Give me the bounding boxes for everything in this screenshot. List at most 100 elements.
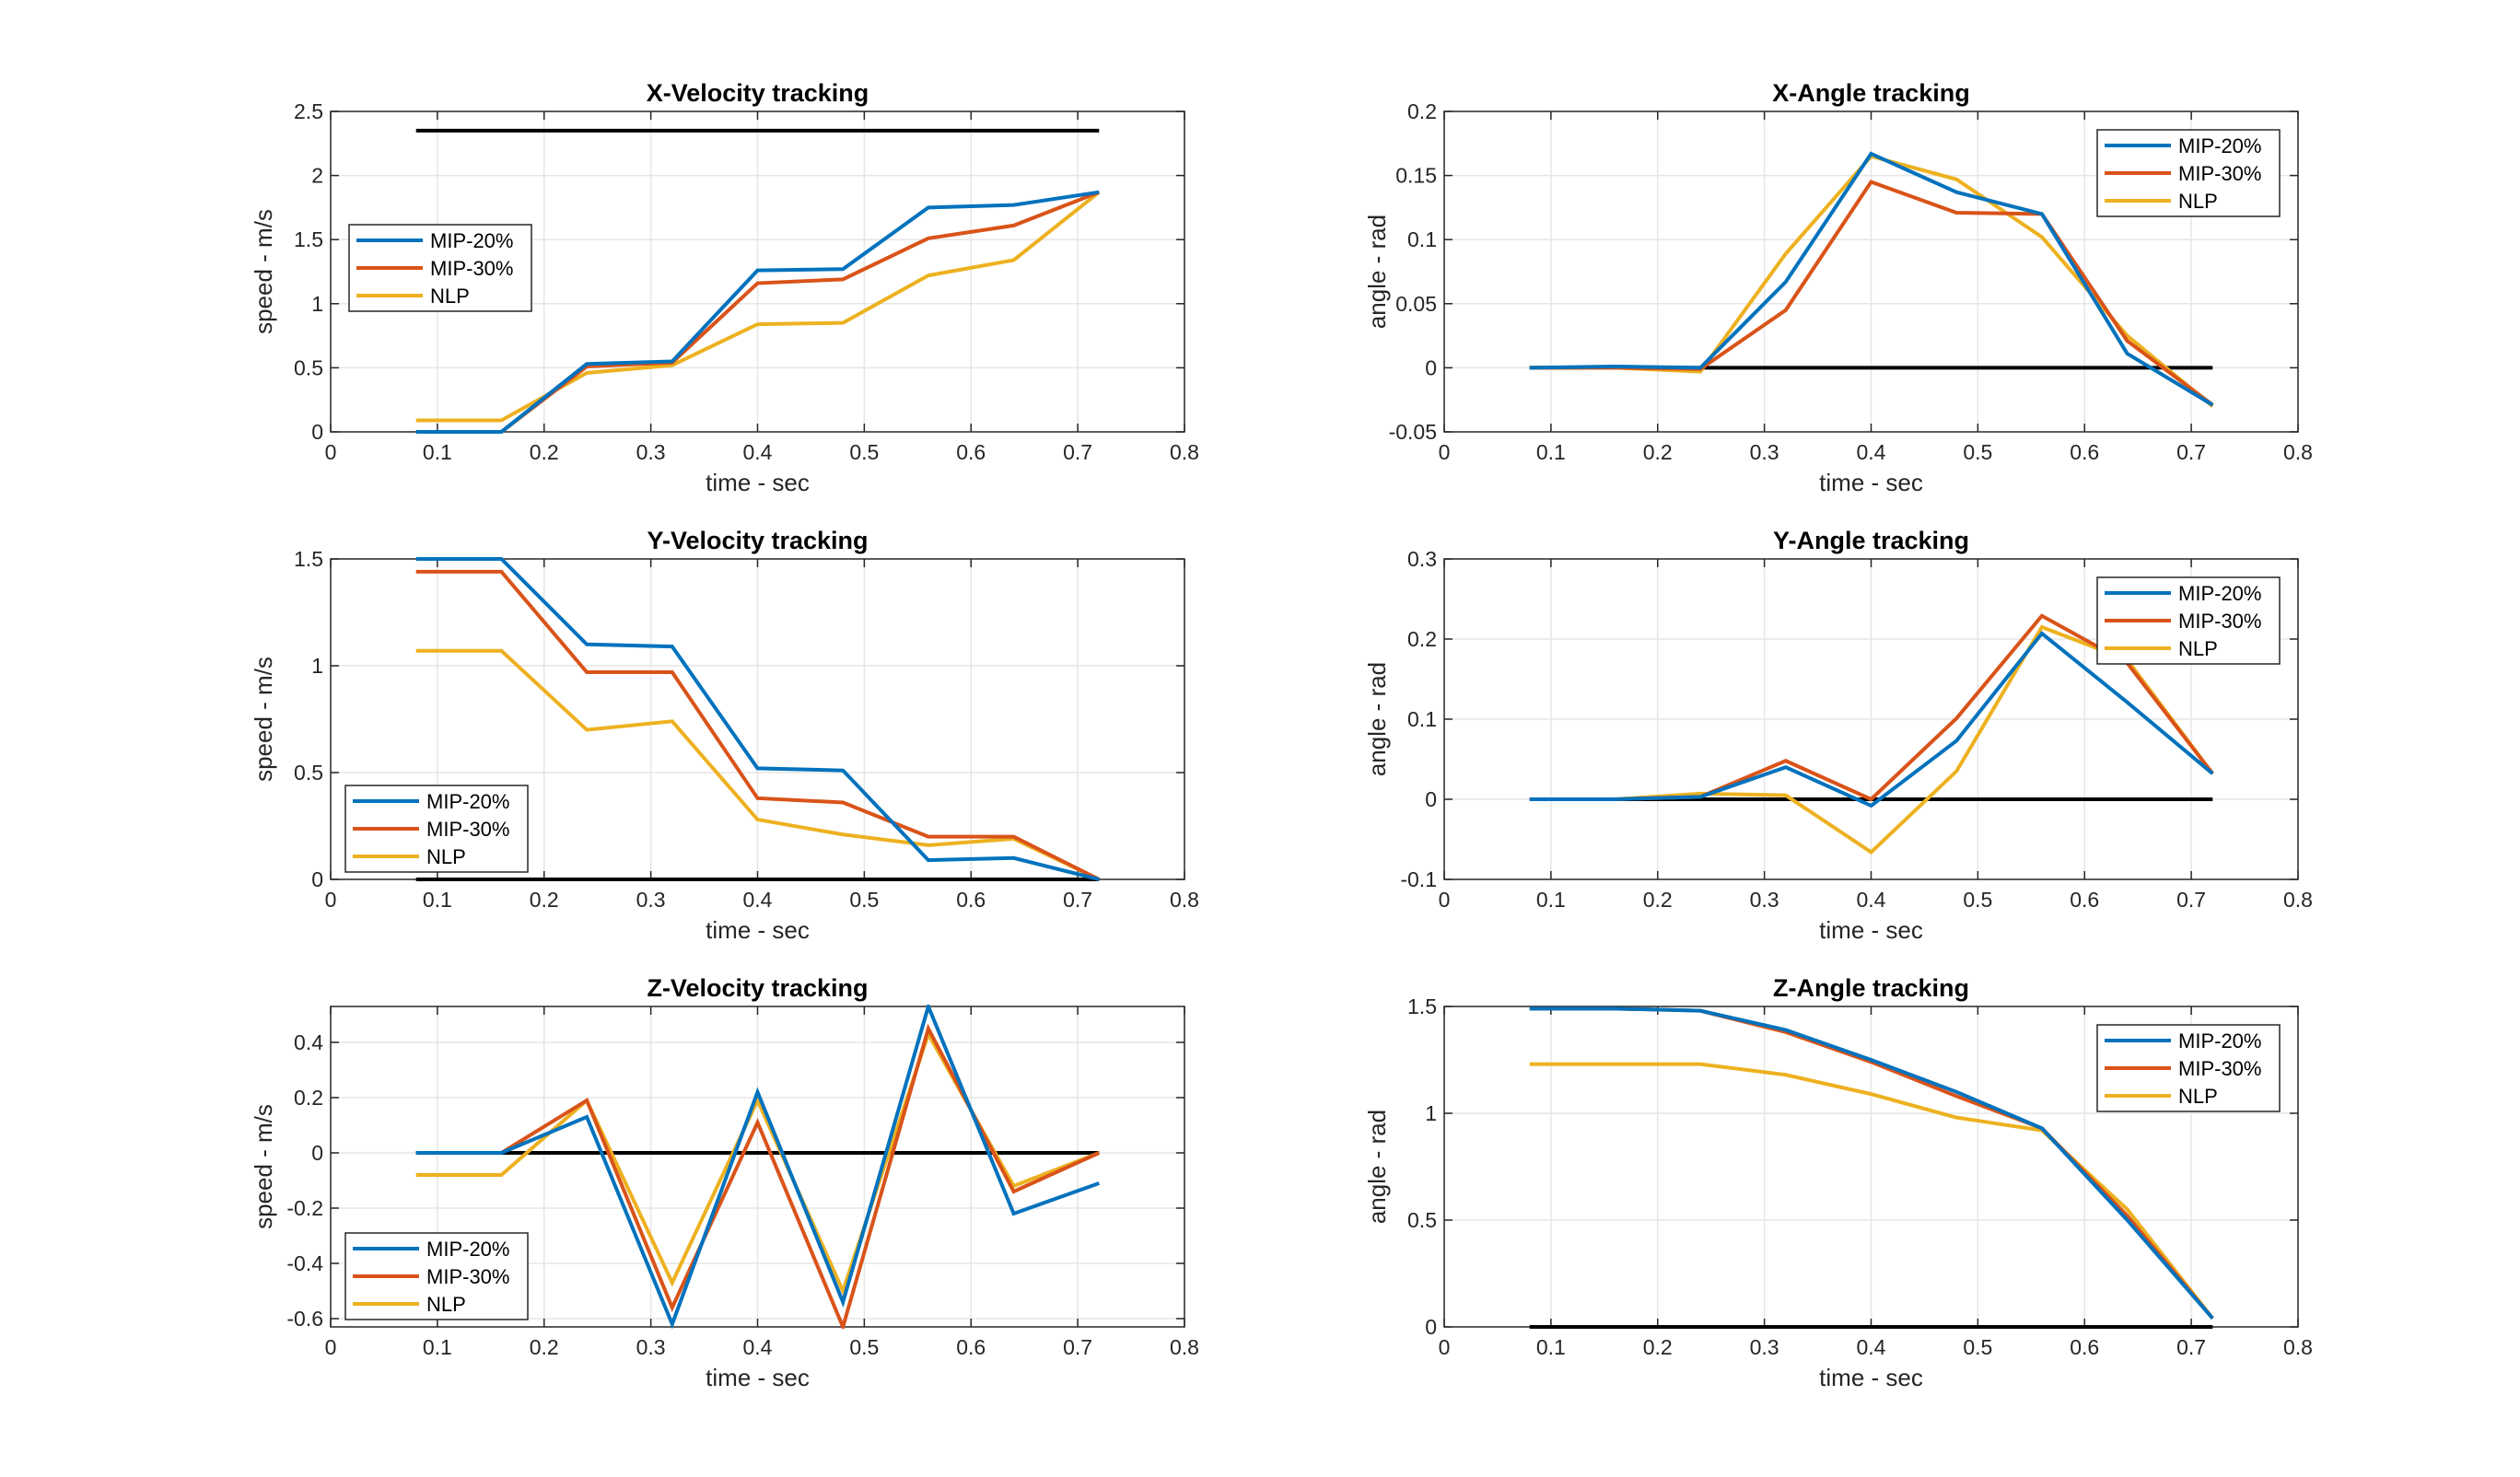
chart-0-x-tick-label: 0.3 (636, 440, 666, 464)
chart-2-legend-label-nlp: NLP (426, 845, 466, 868)
chart-3-legend-label-nlp: NLP (2178, 637, 2218, 660)
chart-0-xlabel: time - sec (706, 469, 810, 496)
chart-5-legend: MIP-20% MIP-30% NLP (2096, 1024, 2281, 1112)
chart-3-x-tick-label: 0.4 (1857, 888, 1886, 912)
chart-2-ylabel: speed - m/s (250, 657, 277, 782)
chart-2-x-tick-label: 0.7 (1063, 888, 1092, 912)
chart-3-legend-label-mip-30: MIP-30% (2178, 610, 2261, 633)
chart-1-x-tick-label: 0.2 (1643, 440, 1673, 464)
chart-1-ylabel: angle - rad (1363, 215, 1391, 329)
chart-5-xlabel: time - sec (1819, 1364, 1923, 1391)
chart-0-x-tick-label: 0.8 (1170, 440, 1199, 464)
chart-4-x-tick-label: 0.4 (743, 1335, 773, 1359)
chart-3-x-tick-label: 0.3 (1750, 888, 1779, 912)
chart-4-series-mip-30 (415, 1023, 1101, 1329)
chart-4-y-tick-label: -0.2 (286, 1196, 323, 1220)
chart-5-x-tick-label: 0.2 (1643, 1335, 1673, 1359)
chart-1-y-tick-label: 0 (1425, 355, 1437, 379)
chart-1-x-tick-label: 0.5 (1963, 440, 1992, 464)
chart-4-legend: MIP-20% MIP-30% NLP (344, 1232, 529, 1320)
chart-2-x-tick-label: 0.4 (743, 888, 773, 912)
chart-5-ylabel: angle - rad (1363, 1110, 1391, 1224)
chart-1-x-tick-label: 0.6 (2070, 440, 2099, 464)
chart-5-x-tick-label: 0.6 (2070, 1335, 2099, 1359)
chart-2-legend-label-mip-30: MIP-30% (426, 818, 509, 841)
chart-2-data (415, 557, 1101, 881)
chart-5-legend-label-nlp: NLP (2178, 1085, 2218, 1108)
chart-0-x-tick-label: 0.5 (849, 440, 879, 464)
chart-3-x-tick-label: 0 (1439, 888, 1451, 912)
chart-1-x-tick-label: 0 (1439, 440, 1451, 464)
chart-4-legend-label-mip-30: MIP-30% (426, 1265, 509, 1288)
chart-3-y-tick-label: 0.1 (1407, 707, 1437, 731)
chart-0-y-tick-label: 1.5 (294, 227, 323, 251)
chart-5-x-tick-label: 0.1 (1536, 1335, 1566, 1359)
chart-5-series-mip-20 (1529, 1006, 2214, 1320)
chart-4-x-tick-label: 0.2 (530, 1335, 559, 1359)
chart-0-x-tick-label: 0.4 (743, 440, 773, 464)
chart-3-x-tick-label: 0.7 (2176, 888, 2206, 912)
chart-4-ylabel: speed - m/s (250, 1104, 277, 1229)
chart-4-series-mip-20 (415, 1005, 1100, 1329)
chart-5-x-tick-label: 0 (1439, 1335, 1451, 1359)
chart-0-x-tick-label: 0.2 (530, 440, 559, 464)
chart-1-data (1529, 151, 2214, 408)
chart-0-legend-label-mip-20: MIP-20% (430, 229, 513, 252)
chart-2-x-tick-label: 0.1 (423, 888, 452, 912)
chart-5-title: Z-Angle tracking (1773, 974, 1969, 1002)
chart-4-x-tick-label: 0.3 (636, 1335, 666, 1359)
chart-2-x-tick-label: 0.6 (956, 888, 986, 912)
chart-5-series-nlp (1529, 1062, 2214, 1320)
chart-5-x-tick-label: 0.5 (1963, 1335, 1992, 1359)
chart-1-title: X-Angle tracking (1772, 79, 1970, 107)
chart-0-legend-label-mip-30: MIP-30% (430, 257, 513, 280)
chart-3-x-tick-label: 0.8 (2283, 888, 2313, 912)
chart-4-x-tick-label: 0.5 (849, 1335, 879, 1359)
chart-1-x-tick-label: 0.1 (1536, 440, 1566, 464)
chart-4-title: Z-Velocity tracking (647, 974, 868, 1002)
chart-0-legend: MIP-20% MIP-30% NLP (348, 224, 532, 312)
chart-4-x-tick-label: 0.6 (956, 1335, 986, 1359)
chart-1-xlabel: time - sec (1819, 469, 1923, 496)
chart-1-x-tick-label: 0.7 (2176, 440, 2206, 464)
chart-2-y-tick-label: 1 (311, 654, 323, 678)
chart-2-series-mip-20 (415, 557, 1100, 881)
chart-0-y-tick-label: 2.5 (294, 99, 323, 123)
chart-5-y-tick-label: 1.5 (1407, 994, 1437, 1018)
chart-1-y-tick-label: 0.1 (1407, 227, 1437, 251)
chart-2-legend: MIP-20% MIP-30% NLP (344, 785, 529, 873)
chart-2-y-tick-label: 0 (311, 867, 323, 891)
chart-5-y-tick-label: 1 (1425, 1101, 1437, 1125)
chart-0-y-tick-label: 0 (311, 420, 323, 444)
chart-2: 0 0.1 0.2 0.3 0.4 0.5 0.6 0.7 0.8 0 0.5 1 1.5 Y-Veloc… (250, 527, 1199, 944)
chart-4-y-tick-label: 0.4 (294, 1030, 323, 1054)
chart-1-x-tick-label: 0.3 (1750, 440, 1779, 464)
chart-1-x-tick-label: 0.4 (1857, 440, 1886, 464)
chart-0-title: X-Velocity tracking (647, 79, 869, 107)
chart-1-y-tick-label: 0.05 (1395, 292, 1437, 316)
chart-1-legend: MIP-20% MIP-30% NLP (2096, 129, 2281, 217)
chart-3-legend: MIP-20% MIP-30% NLP (2096, 576, 2281, 665)
chart-5: 0 0.1 0.2 0.3 0.4 0.5 0.6 0.7 0.8 0 0.5 1 1.5 Z-Angle… (1363, 974, 2313, 1391)
chart-4-xlabel: time - sec (706, 1364, 810, 1391)
chart-1-series-mip-20 (1529, 151, 2214, 407)
chart-2-x-tick-label: 0.5 (849, 888, 879, 912)
chart-4-y-tick-label: -0.4 (286, 1251, 323, 1275)
chart-1-legend-label-mip-20: MIP-20% (2178, 134, 2261, 157)
chart-2-x-tick-label: 0.8 (1170, 888, 1199, 912)
chart-4-data (415, 1005, 1101, 1329)
chart-2-x-tick-label: 0.3 (636, 888, 666, 912)
chart-5-y-tick-label: 0.5 (1407, 1208, 1437, 1232)
chart-5-legend-label-mip-30: MIP-30% (2178, 1057, 2261, 1080)
chart-0-y-tick-label: 0.5 (294, 355, 323, 379)
chart-2-title: Y-Velocity tracking (647, 527, 868, 554)
chart-2-y-tick-label: 0.5 (294, 761, 323, 785)
chart-2-x-tick-label: 0.2 (530, 888, 559, 912)
chart-0-ylabel: speed - m/s (250, 209, 277, 334)
chart-1-x-tick-label: 0.8 (2283, 440, 2313, 464)
chart-1-y-tick-label: -0.05 (1389, 420, 1437, 444)
chart-4-legend-label-nlp: NLP (426, 1293, 466, 1316)
chart-5-x-tick-label: 0.3 (1750, 1335, 1779, 1359)
chart-3-y-tick-label: 0 (1425, 787, 1437, 811)
